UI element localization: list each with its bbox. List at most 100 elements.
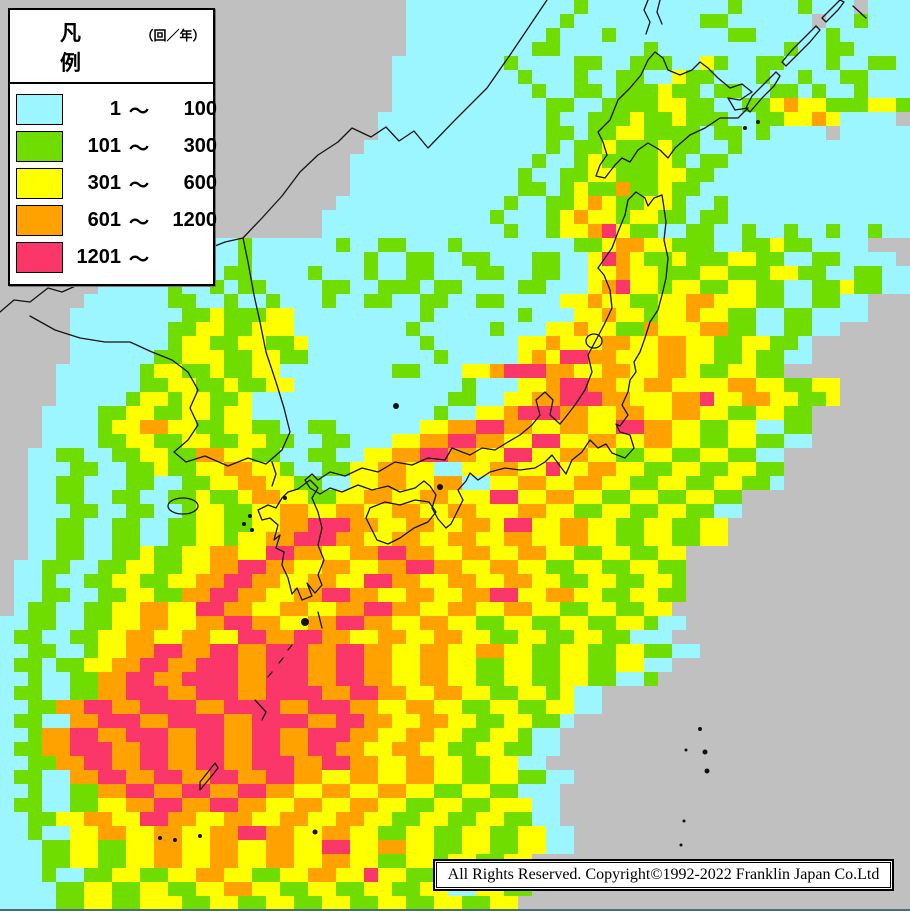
grid-cell [238,308,252,322]
grid-cell [644,602,658,616]
grid-cell [112,616,126,630]
grid-cell [434,322,448,336]
grid-cell [28,798,42,812]
grid-cell [392,854,406,868]
grid-cell [420,588,434,602]
grid-cell [616,616,630,630]
grid-cell [84,854,98,868]
grid-cell [728,42,742,56]
grid-cell [532,294,546,308]
grid-cell [70,574,84,588]
grid-cell [434,280,448,294]
grid-cell [98,616,112,630]
grid-cell [546,112,560,126]
grid-cell [574,98,588,112]
grid-cell [672,308,686,322]
grid-cell [406,14,420,28]
grid-cell [434,392,448,406]
grid-cell [434,532,448,546]
grid-cell [392,322,406,336]
grid-cell [602,294,616,308]
grid-cell [504,42,518,56]
grid-cell [574,238,588,252]
grid-cell [266,840,280,854]
grid-cell [322,448,336,462]
grid-cell [546,196,560,210]
grid-cell [126,658,140,672]
grid-cell [238,658,252,672]
grid-cell [70,308,84,322]
grid-cell [448,98,462,112]
grid-cell [378,840,392,854]
grid-cell [238,812,252,826]
grid-cell [616,532,630,546]
grid-cell [126,448,140,462]
grid-cell [560,224,574,238]
grid-cell [14,616,28,630]
grid-cell [364,588,378,602]
grid-cell [266,770,280,784]
grid-cell [126,476,140,490]
grid-cell [238,728,252,742]
grid-cell [322,392,336,406]
grid-cell [420,630,434,644]
grid-cell [70,882,84,896]
grid-cell [462,378,476,392]
grid-cell [532,126,546,140]
grid-cell [602,434,616,448]
grid-cell [392,336,406,350]
grid-cell [686,280,700,294]
grid-cell [378,476,392,490]
grid-cell [490,504,504,518]
grid-cell [406,210,420,224]
grid-cell [294,252,308,266]
grid-cell [434,476,448,490]
grid-cell [812,98,826,112]
grid-cell [742,462,756,476]
grid-cell [280,840,294,854]
grid-cell [518,448,532,462]
grid-cell [210,336,224,350]
grid-cell [490,532,504,546]
grid-cell [266,280,280,294]
grid-cell [714,308,728,322]
grid-cell [574,308,588,322]
grid-cell [546,770,560,784]
grid-cell [0,798,14,812]
grid-cell [448,280,462,294]
grid-cell [644,252,658,266]
grid-cell [14,588,28,602]
grid-cell [252,518,266,532]
grid-cell [84,308,98,322]
grid-cell [322,406,336,420]
grid-cell [728,14,742,28]
grid-cell [168,854,182,868]
grid-cell [126,896,140,910]
grid-cell [714,182,728,196]
grid-cell [770,238,784,252]
grid-cell [770,350,784,364]
grid-cell [686,644,700,658]
grid-cell [126,630,140,644]
grid-cell [756,84,770,98]
grid-cell [364,714,378,728]
grid-cell [882,126,896,140]
grid-cell [308,294,322,308]
grid-cell [336,546,350,560]
legend-item: 601 ～ 1200 [16,202,217,239]
grid-cell [588,434,602,448]
grid-cell [224,742,238,756]
grid-cell [84,896,98,910]
grid-cell [168,392,182,406]
grid-cell [756,392,770,406]
grid-cell [658,224,672,238]
grid-cell [154,406,168,420]
grid-cell [210,700,224,714]
grid-cell [336,812,350,826]
grid-cell [364,476,378,490]
grid-cell [392,602,406,616]
grid-cell [98,742,112,756]
grid-cell [672,252,686,266]
grid-cell [490,294,504,308]
grid-cell [784,280,798,294]
